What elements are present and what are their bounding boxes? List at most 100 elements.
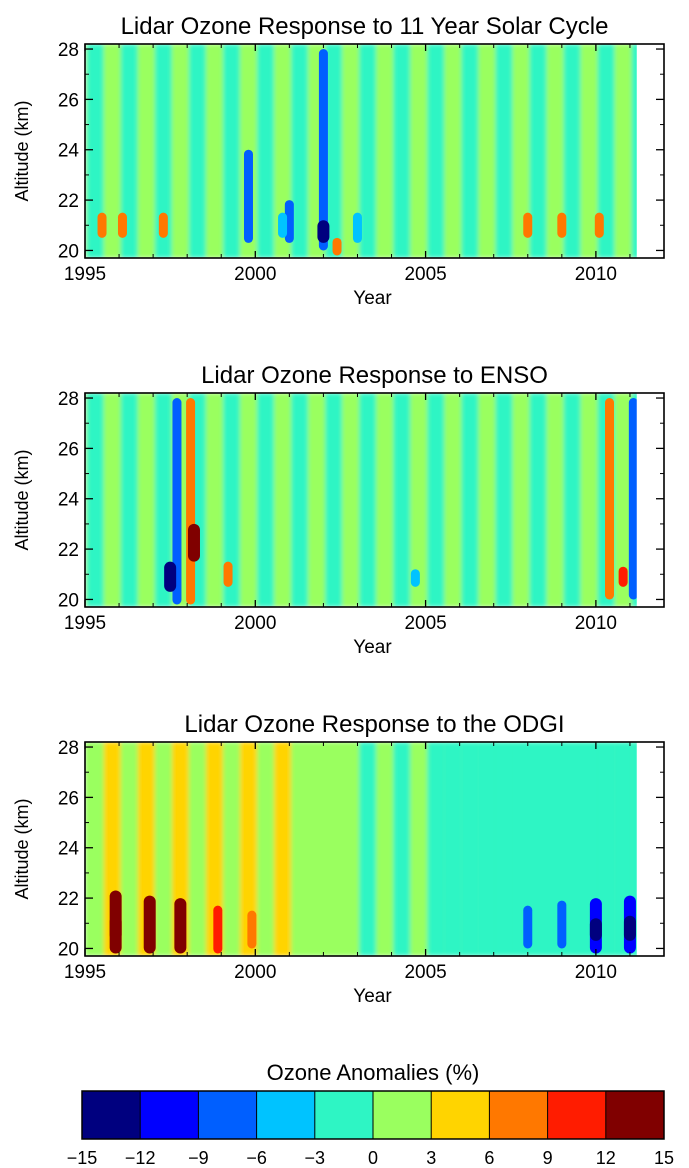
colorbar-tick-label: −12: [125, 1148, 156, 1168]
colorbar-bin: [314, 1091, 374, 1139]
chart-title: Lidar Ozone Response to the ODGI: [184, 711, 564, 738]
x-tick-label: 2000: [234, 613, 276, 634]
colorbar-tick-label: 15: [654, 1148, 674, 1168]
heatmap-field: [85, 393, 664, 607]
anomaly-feature: [557, 212, 567, 238]
anomaly-feature: [284, 200, 294, 243]
x-tick-label: 2010: [575, 613, 617, 634]
colorbar-tick-label: 3: [426, 1148, 436, 1168]
y-tick-label: 28: [58, 738, 79, 759]
chart-panel-3: Lidar Ozone Response to the ODGI 1995 2000…: [12, 711, 665, 1007]
colorbar: Ozone Anomalies (%) −15 −12 −9 −6 −3 0 3 6 9 12 15: [67, 1060, 674, 1168]
anomaly-feature: [278, 212, 288, 238]
anomaly-feature: [589, 918, 602, 941]
anomaly-feature: [628, 398, 638, 600]
chart-panel-2: Lidar Ozone Response to ENSO 1995 2000 2005…: [12, 362, 665, 658]
x-axis-label: Year: [353, 986, 392, 1007]
x-axis-label: Year: [353, 637, 392, 658]
colorbar-tick-label: −3: [305, 1148, 326, 1168]
colorbar-bin: [198, 1091, 258, 1139]
y-axis-label: Altitude (km): [12, 100, 32, 201]
anomaly-feature: [223, 561, 233, 587]
colorbar-tick-label: −9: [188, 1148, 209, 1168]
colorbar-bin: [256, 1091, 316, 1139]
colorbar-tick-label: −15: [67, 1148, 98, 1168]
y-tick-label: 20: [58, 939, 79, 960]
plot-frame: [84, 43, 665, 259]
anomaly-feature: [618, 566, 628, 587]
anomaly-feature: [164, 561, 177, 592]
colorbar-tick-label: 0: [368, 1148, 378, 1168]
colorbar-bin: [605, 1091, 665, 1139]
y-axis-label: Altitude (km): [12, 798, 32, 899]
anomaly-feature: [623, 915, 636, 941]
anomaly-feature: [143, 895, 156, 954]
y-tick-label: 28: [58, 389, 79, 410]
anomaly-feature: [109, 915, 122, 941]
anomaly-feature: [594, 212, 604, 238]
colorbar-title: Ozone Anomalies (%): [267, 1060, 480, 1085]
heatmap-field: [85, 742, 664, 956]
y-tick-label: 24: [58, 141, 80, 162]
colorbar-tick-label: −6: [246, 1148, 267, 1168]
y-tick-label: 20: [58, 590, 79, 611]
colorbar-bin: [82, 1091, 141, 1139]
anomaly-feature: [186, 398, 196, 605]
anomaly-feature: [605, 398, 615, 600]
y-tick-label: 24: [58, 839, 80, 860]
anomaly-feature: [97, 212, 107, 238]
x-tick-label: 2000: [234, 962, 276, 983]
y-tick-label: 24: [58, 490, 80, 511]
x-tick-label: 2005: [404, 264, 446, 285]
plot-frame: [84, 741, 665, 957]
x-tick-label: 1995: [64, 962, 106, 983]
anomaly-feature: [158, 212, 168, 238]
anomaly-feature: [247, 910, 257, 949]
colorbar-bin: [373, 1091, 432, 1139]
colorbar-bin: [431, 1091, 490, 1139]
x-tick-label: 2005: [404, 962, 446, 983]
baseline-bands: [85, 44, 664, 258]
colorbar-bin: [140, 1091, 199, 1139]
y-tick-label: 22: [58, 540, 79, 561]
chart-title: Lidar Ozone Response to ENSO: [201, 362, 548, 389]
anomaly-feature: [187, 523, 200, 562]
anomaly-feature: [557, 900, 567, 949]
x-tick-label: 2005: [404, 613, 446, 634]
anomaly-feature: [523, 905, 533, 949]
colorbar-tick-label: 9: [543, 1148, 553, 1168]
x-axis-label: Year: [353, 288, 392, 309]
anomaly-feature: [332, 237, 342, 256]
x-tick-label: 1995: [64, 613, 106, 634]
y-tick-label: 26: [58, 439, 79, 460]
colorbar-bin: [547, 1091, 607, 1139]
x-tick-label: 1995: [64, 264, 106, 285]
x-tick-label: 2010: [575, 962, 617, 983]
y-tick-label: 26: [58, 90, 79, 111]
heatmap-field: [85, 44, 664, 258]
chart-panel-1: Lidar Ozone Response to 11 Year Solar Cy…: [12, 13, 665, 309]
y-tick-label: 20: [58, 241, 79, 262]
anomaly-feature: [117, 212, 127, 238]
y-tick-label: 22: [58, 191, 79, 212]
colorbar-tick-label: 6: [484, 1148, 494, 1168]
baseline-bands: [85, 742, 664, 956]
y-tick-label: 22: [58, 889, 79, 910]
chart-title: Lidar Ozone Response to 11 Year Solar Cy…: [121, 13, 609, 40]
x-tick-label: 2000: [234, 264, 276, 285]
anomaly-feature: [317, 220, 330, 243]
y-axis-label: Altitude (km): [12, 449, 32, 550]
anomaly-feature: [523, 212, 533, 238]
anomaly-feature: [352, 212, 362, 243]
anomaly-feature: [174, 898, 187, 954]
colorbar-bin: [489, 1091, 549, 1139]
y-tick-label: 28: [58, 40, 79, 61]
plot-frame: [84, 392, 665, 608]
anomaly-feature: [213, 905, 223, 954]
anomaly-feature: [410, 569, 420, 587]
colorbar-tick-label: 12: [596, 1148, 616, 1168]
x-tick-label: 2010: [575, 264, 617, 285]
anomaly-feature: [172, 398, 182, 605]
y-tick-label: 26: [58, 788, 79, 809]
